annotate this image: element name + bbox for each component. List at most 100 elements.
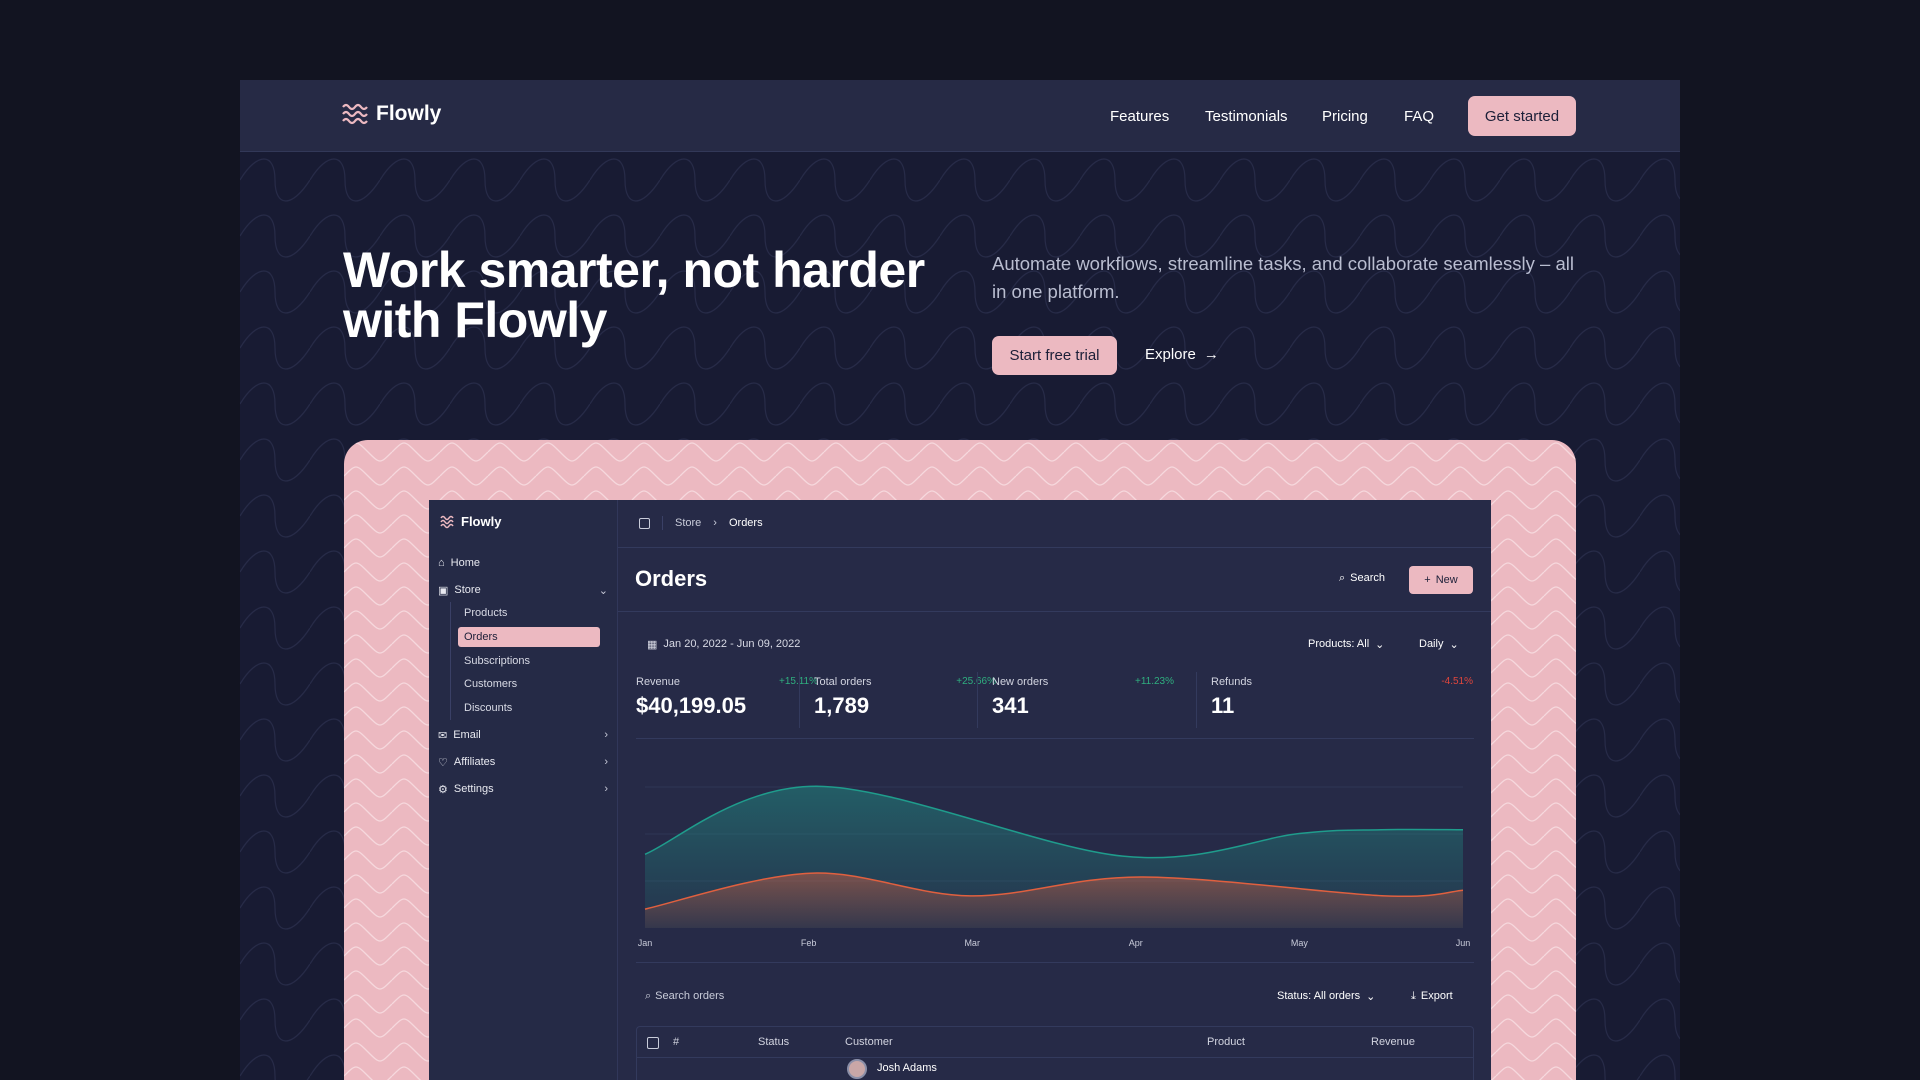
chevron-right-icon: › xyxy=(604,756,608,768)
series-line xyxy=(644,872,1464,910)
new-label: New xyxy=(1435,574,1458,586)
app-brand-name: Flowly xyxy=(461,514,502,529)
stat-change: +25.66% xyxy=(956,676,996,687)
nav-faq[interactable]: FAQ xyxy=(1404,108,1435,125)
stat-divider xyxy=(799,672,800,728)
new-button[interactable]: + New xyxy=(1409,566,1473,594)
sidebar-label: Email xyxy=(453,729,481,741)
sidebar-label: Settings xyxy=(453,783,494,795)
stat-value: 341 xyxy=(992,693,1029,718)
search-button[interactable]: ⌕ Search xyxy=(1339,572,1385,585)
brand-name: Flowly xyxy=(376,102,442,125)
hero-title: Work smarter, not harder with Flowly xyxy=(343,245,925,345)
date-range-label: Jan 20, 2022 - Jun 09, 2022 xyxy=(663,638,801,650)
nav-features[interactable]: Features xyxy=(1110,108,1170,125)
divider xyxy=(636,738,1474,739)
column-header-product[interactable]: Product xyxy=(1207,1036,1245,1048)
date-range-picker[interactable]: ▦ Jan 20, 2022 - Jun 09, 2022 xyxy=(647,638,800,651)
divider xyxy=(636,962,1474,963)
orders-table xyxy=(636,1026,1474,1080)
stat-value: 1,789 xyxy=(814,693,870,718)
interval-filter[interactable]: Daily ⌄ xyxy=(1419,638,1459,651)
status-filter-label: Status: All orders xyxy=(1277,990,1361,1002)
start-trial-button[interactable]: Start free trial xyxy=(992,336,1117,375)
sidebar-item-store[interactable]: ▣ Store ⌄ xyxy=(438,580,608,600)
select-all-checkbox[interactable] xyxy=(647,1037,659,1049)
search-icon: ⌕ xyxy=(1339,572,1346,584)
app-logo[interactable]: Flowly xyxy=(440,514,501,529)
get-started-button[interactable]: Get started xyxy=(1468,96,1576,136)
search-orders-input[interactable]: ⌕ Search orders xyxy=(645,990,724,1003)
nav-pricing[interactable]: Pricing xyxy=(1322,108,1368,125)
breadcrumb-store[interactable]: Store xyxy=(675,517,702,529)
hero-title-line-1: Work smarter, not harder xyxy=(343,242,925,298)
sidebar-item-orders[interactable]: Orders xyxy=(458,627,600,647)
divider xyxy=(618,611,1491,612)
sidebar-item-subscriptions[interactable]: Subscriptions xyxy=(464,655,531,667)
brand-logo[interactable]: Flowly xyxy=(342,102,441,126)
column-header-number[interactable]: # xyxy=(673,1036,680,1048)
mail-icon: ✉ xyxy=(438,729,448,742)
products-filter[interactable]: Products: All ⌄ xyxy=(1308,638,1384,651)
sidebar-item-customers[interactable]: Customers xyxy=(464,678,518,690)
sidebar-label: Store xyxy=(454,584,481,596)
stat-divider xyxy=(1196,672,1197,728)
sidebar-label: Affiliates xyxy=(453,756,496,768)
download-icon: ⤓ xyxy=(1411,990,1416,1002)
x-tick-label: Jan xyxy=(638,938,653,948)
sidebar-item-discounts[interactable]: Discounts xyxy=(464,702,513,714)
series-line xyxy=(644,785,1464,859)
column-header-status[interactable]: Status xyxy=(758,1036,790,1048)
search-orders-placeholder: Search orders xyxy=(655,990,725,1002)
search-label: Search xyxy=(1350,572,1386,584)
column-header-customer[interactable]: Customer xyxy=(845,1036,893,1048)
sliders-icon: ⚙ xyxy=(438,783,448,796)
sidebar-item-settings[interactable]: ⚙ Settings › xyxy=(438,779,608,799)
explore-link[interactable]: Explore → xyxy=(1145,346,1219,363)
divider xyxy=(618,547,1491,548)
waves-logo-icon xyxy=(440,515,454,528)
sidebar-toggle-icon[interactable] xyxy=(639,517,650,529)
column-header-revenue[interactable]: Revenue xyxy=(1371,1036,1416,1048)
search-icon: ⌕ xyxy=(645,990,652,1002)
stat-card: Revenue +15.11% $40,199.05 xyxy=(636,676,818,726)
chevron-down-icon: ⌄ xyxy=(1375,639,1385,651)
x-tick-label: May xyxy=(1291,938,1309,948)
sidebar-item-email[interactable]: ✉ Email › xyxy=(438,725,608,745)
arrow-right-icon: → xyxy=(1203,346,1219,363)
avatar xyxy=(847,1059,867,1079)
sidebar-item-home[interactable]: ⌂ Home xyxy=(438,553,608,573)
stat-change: +15.11% xyxy=(779,676,818,687)
stat-change: +11.23% xyxy=(1134,676,1174,687)
chevron-right-icon: › xyxy=(604,729,608,741)
products-filter-label: Products: All xyxy=(1308,638,1370,650)
home-icon: ⌂ xyxy=(438,557,445,569)
stat-label: Total orders xyxy=(814,676,872,688)
store-icon: ▣ xyxy=(438,584,449,597)
stat-label: New orders xyxy=(992,676,1049,688)
chevron-down-icon: ⌄ xyxy=(1449,639,1459,651)
waves-logo-icon xyxy=(342,103,368,125)
stat-card: New orders +11.23% 341 xyxy=(992,676,1174,726)
sidebar-label: Home xyxy=(450,557,480,569)
chevron-down-icon: ⌄ xyxy=(1366,991,1376,1003)
x-tick-label: Jun xyxy=(1456,938,1471,948)
sidebar-item-affiliates[interactable]: ♡ Affiliates › xyxy=(438,752,608,772)
stat-divider xyxy=(977,672,978,728)
explore-label: Explore xyxy=(1145,346,1196,363)
chevron-down-icon: ⌄ xyxy=(598,584,608,597)
breadcrumb: Store › Orders xyxy=(639,516,763,530)
sidebar-item-products[interactable]: Products xyxy=(464,607,508,619)
export-label: Export xyxy=(1420,990,1453,1002)
divider xyxy=(637,1057,1473,1058)
orders-area-chart: Jan Feb Mar Apr May Jun xyxy=(638,785,1471,948)
customer-name[interactable]: Josh Adams xyxy=(877,1062,937,1074)
status-filter[interactable]: Status: All orders ⌄ xyxy=(1277,990,1375,1003)
export-button[interactable]: ⤓ Export xyxy=(1411,990,1453,1003)
stat-card: Total orders +25.66% 1,789 xyxy=(814,676,996,726)
stat-value: $40,199.05 xyxy=(636,693,747,718)
x-tick-label: Feb xyxy=(801,938,817,948)
interval-label: Daily xyxy=(1419,638,1444,650)
stat-change: -4.51% xyxy=(1441,676,1473,687)
nav-testimonials[interactable]: Testimonials xyxy=(1205,108,1288,125)
